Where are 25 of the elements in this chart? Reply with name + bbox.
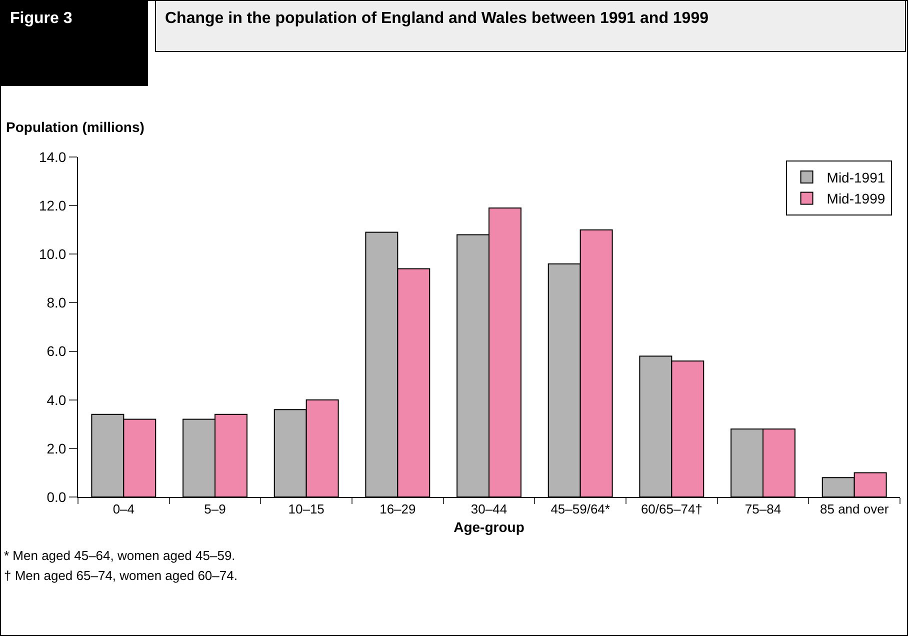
caption: Figure 3 xyxy=(0,0,148,86)
x-tick-label: 5–9 xyxy=(204,502,226,517)
y-tick-label: 4.0 xyxy=(46,392,66,408)
x-tick-label: 0–4 xyxy=(112,502,135,517)
x-tick-label: 75–84 xyxy=(744,502,782,517)
x-axis-title: Age-group xyxy=(454,518,524,535)
text: † Men aged 65–74, women aged 60–74. xyxy=(4,567,238,585)
y-tick-label: 14.0 xyxy=(38,148,66,165)
chart-title: Change in the population of England and Wales between 1991 and 1999 xyxy=(155,0,906,52)
x-tick-label: 30–44 xyxy=(470,502,508,517)
y-tick-label: 8.0 xyxy=(46,294,66,311)
legend-label: Mid-1999 xyxy=(826,190,886,207)
x-tick-label: 60/65–74† xyxy=(640,502,702,517)
x-tick-label: 45–59/64* xyxy=(550,502,610,517)
x-tick-label: 16–29 xyxy=(380,502,416,517)
x-tick-label: 85 and over xyxy=(820,502,890,517)
y-tick-label: 10.0 xyxy=(38,246,66,262)
text: * Men aged 45–64, women aged 45–59. xyxy=(4,547,236,565)
y-tick-label: 2.0 xyxy=(46,440,66,456)
legend-label: Mid-1991 xyxy=(826,169,886,186)
x-tick-label: 10–15 xyxy=(288,502,324,517)
y-tick-label: 0.0 xyxy=(46,488,66,505)
y-tick-label: 12.0 xyxy=(38,197,66,214)
y-tick-label: 6.0 xyxy=(46,343,66,360)
y-axis-title: Population (millions) xyxy=(6,119,144,135)
